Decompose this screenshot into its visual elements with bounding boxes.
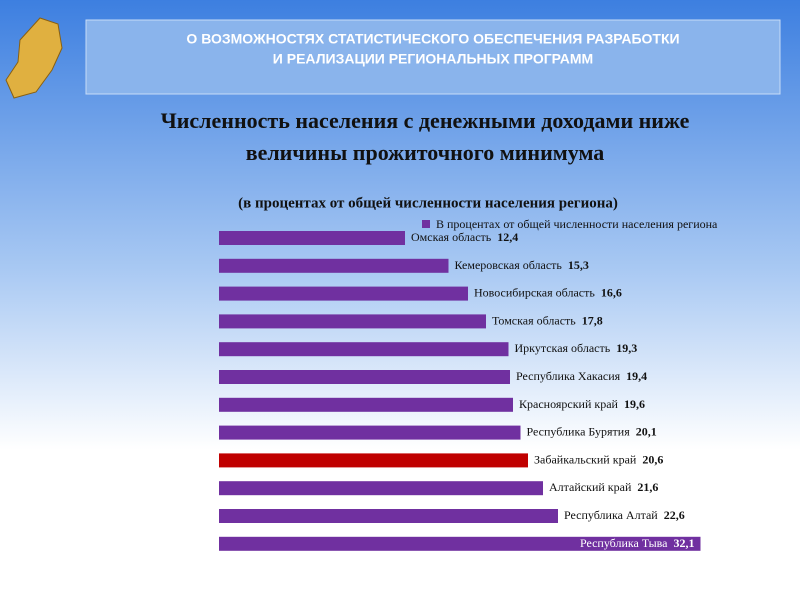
category-label: Республика Бурятия xyxy=(527,424,631,438)
category-label: Иркутская область xyxy=(515,341,611,355)
bar xyxy=(219,481,543,496)
bar xyxy=(219,509,558,523)
bar xyxy=(219,397,513,412)
data-label: Кемеровская область 15,3 xyxy=(455,258,589,272)
bar xyxy=(219,453,528,468)
chart-subtitle: (в процентах от общей численности населе… xyxy=(238,195,618,211)
data-label: Республика Бурятия 20,1 xyxy=(527,424,657,438)
value-label: 19,4 xyxy=(626,369,647,383)
category-label: Алтайский край xyxy=(549,480,632,494)
bar xyxy=(219,286,468,301)
bar xyxy=(219,536,701,551)
category-label: Томская область xyxy=(492,313,576,327)
data-label: Томская область 17,8 xyxy=(492,313,603,327)
value-label: 17,8 xyxy=(582,313,603,327)
bar xyxy=(219,370,510,384)
value-label: 21,6 xyxy=(637,480,658,494)
bar xyxy=(219,342,509,357)
data-label: Республика Алтай 22,6 xyxy=(564,508,685,522)
category-label: Республика Тыва xyxy=(580,536,668,550)
value-label: 20,1 xyxy=(636,424,657,438)
chart-title: величины прожиточного минимума xyxy=(246,140,605,165)
value-label: 22,6 xyxy=(664,508,685,522)
value-label: 19,6 xyxy=(624,397,645,411)
header-banner xyxy=(85,19,781,95)
data-label: Забайкальский край 20,6 xyxy=(534,452,663,466)
bar xyxy=(219,314,486,329)
data-label: Красноярский край 19,6 xyxy=(519,397,645,411)
chart-title: Численность населения с денежными дохода… xyxy=(161,108,690,133)
value-label: 15,3 xyxy=(568,258,589,272)
data-label: Республика Хакасия 19,4 xyxy=(516,369,647,383)
data-label: Иркутская область 19,3 xyxy=(515,341,638,355)
value-label: 32,1 xyxy=(674,536,695,550)
data-label: Новосибирская область 16,6 xyxy=(474,285,622,299)
value-label: 12,4 xyxy=(497,230,518,244)
header-line: О ВОЗМОЖНОСТЯХ СТАТИСТИЧЕСКОГО ОБЕСПЕЧЕН… xyxy=(186,31,679,47)
bar xyxy=(219,258,449,273)
category-label: Республика Алтай xyxy=(564,508,658,522)
category-label: Новосибирская область xyxy=(474,285,595,299)
category-label: Омская область xyxy=(411,230,492,244)
category-label: Красноярский край xyxy=(519,397,619,411)
bar xyxy=(219,425,521,440)
value-label: 20,6 xyxy=(642,452,663,466)
category-label: Кемеровская область xyxy=(455,258,563,272)
map-icon xyxy=(5,17,63,99)
data-label: Алтайский край 21,6 xyxy=(549,480,658,494)
category-label: Забайкальский край xyxy=(534,452,637,466)
header-line: И РЕАЛИЗАЦИИ РЕГИОНАЛЬНЫХ ПРОГРАММ xyxy=(273,51,593,67)
data-label: Республика Тыва 32,1 xyxy=(580,536,695,550)
value-label: 16,6 xyxy=(601,285,622,299)
legend-label: В процентах от общей численности населен… xyxy=(436,217,718,231)
category-label: Республика Хакасия xyxy=(516,369,621,383)
data-label: Омская область 12,4 xyxy=(411,230,518,244)
bar xyxy=(219,231,405,245)
value-label: 19,3 xyxy=(616,341,637,355)
legend-swatch xyxy=(422,220,430,228)
